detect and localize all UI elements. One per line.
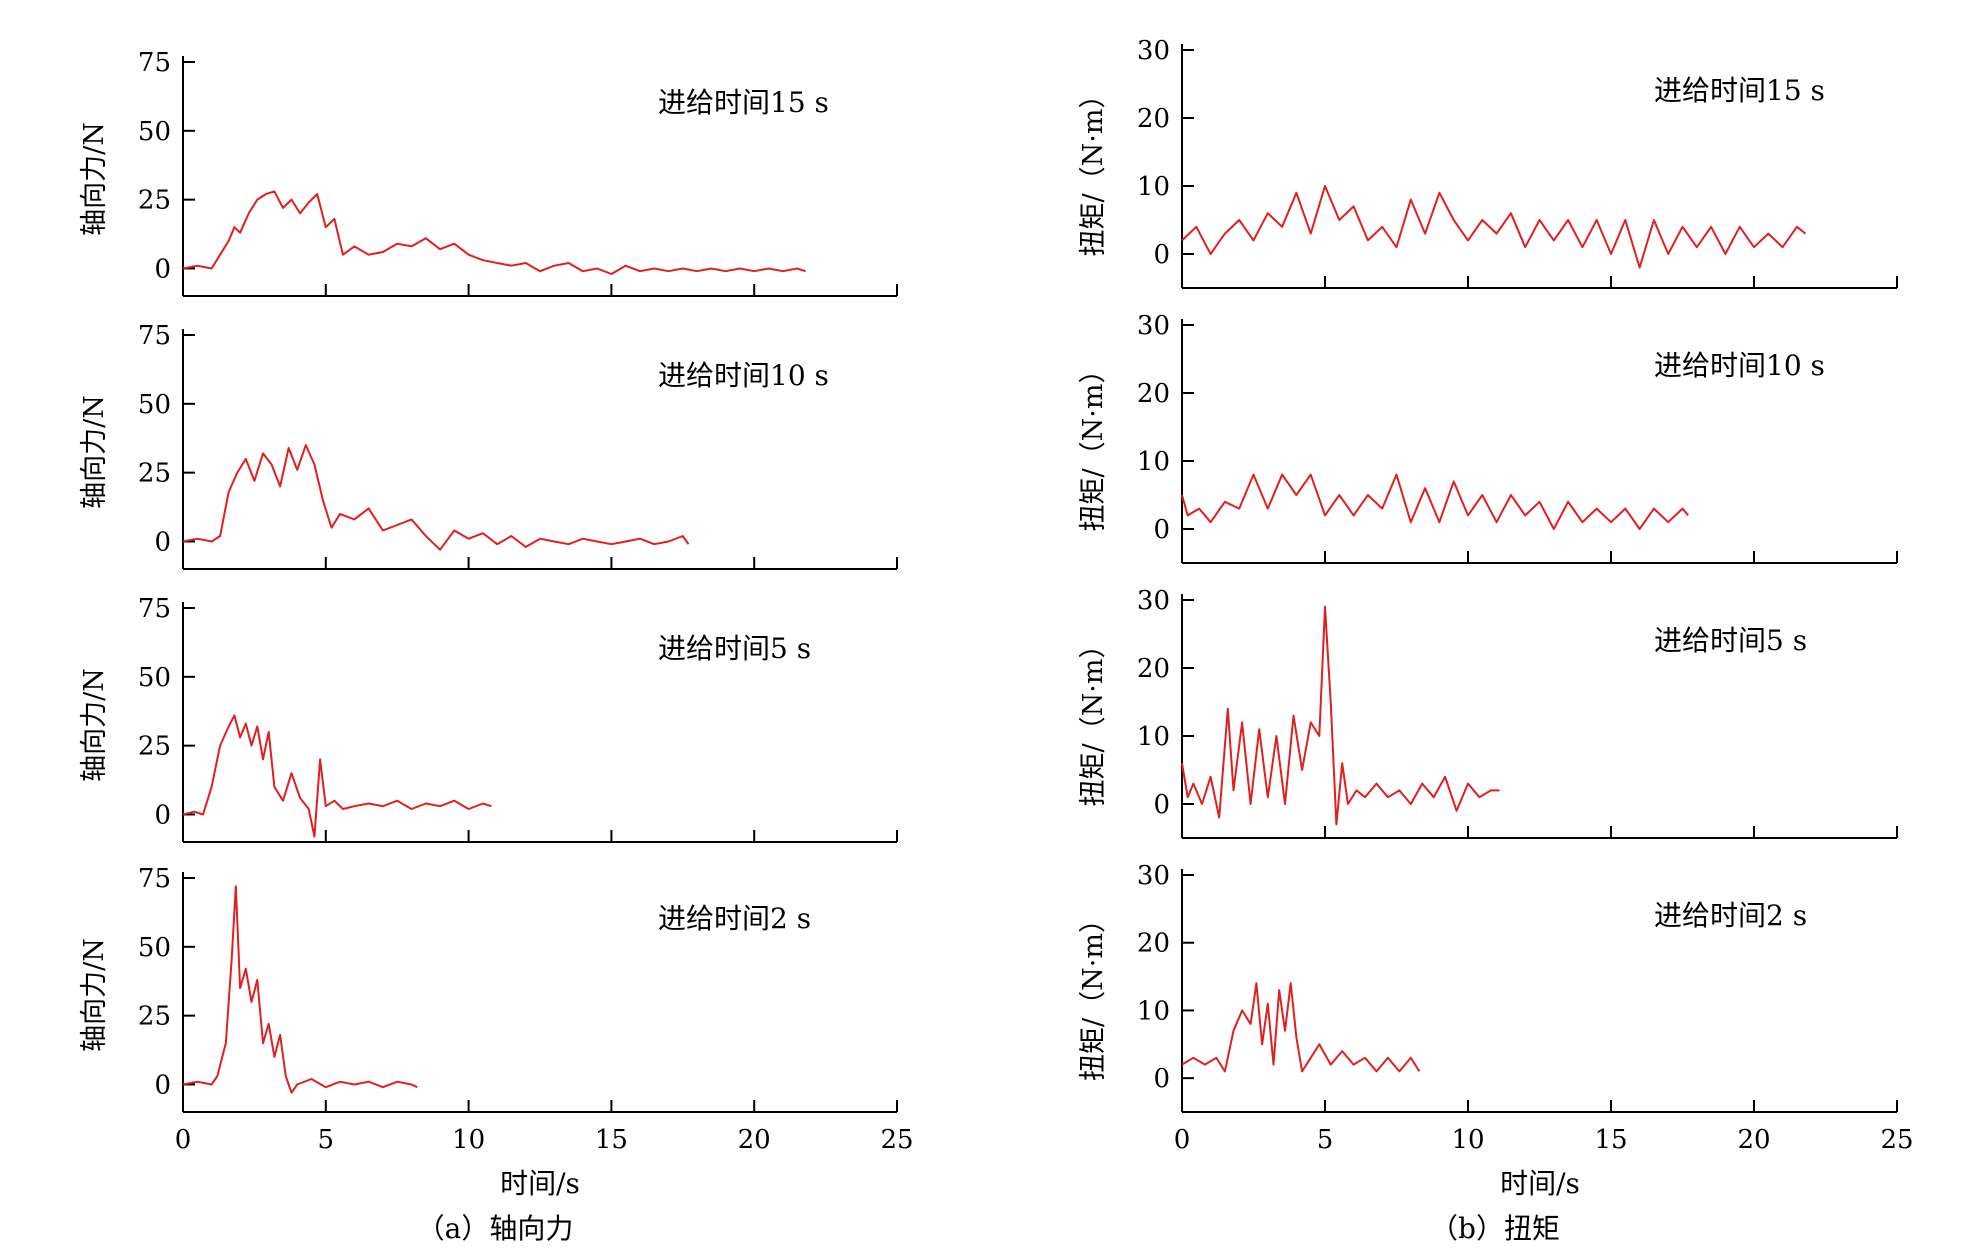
x-tick-label: 0 <box>175 1125 192 1155</box>
series-line <box>182 444 690 551</box>
x-tick-label: 5 <box>318 1125 335 1155</box>
y-tick-label: 10 <box>1137 447 1170 477</box>
y-tick-label: 25 <box>138 459 171 489</box>
feed-time-annotation: 进给时间10 s <box>658 359 829 392</box>
y-tick-label: 50 <box>138 390 171 420</box>
y-tick-label: 30 <box>1137 586 1170 616</box>
x-tick-label: 25 <box>1880 1125 1913 1155</box>
y-tick-label: 75 <box>138 594 171 624</box>
series-line <box>182 714 492 838</box>
y-tick-label: 30 <box>1137 861 1170 891</box>
y-tick-label: 0 <box>1153 515 1170 545</box>
chart-panel-a-2: 0 25 50 75 轴向力/N 进给时间10 s <box>79 321 898 570</box>
chart-panel-b-1: 0 10 20 30 扭矩/（N·m） 进给时间15 s <box>1078 36 1898 289</box>
x-axis-label-right: 时间/s <box>1500 1167 1580 1200</box>
chart-panel-a-1: 0 25 50 75 轴向力/N 进给时间15 s <box>79 48 898 297</box>
y-tick-label: 25 <box>138 732 171 762</box>
y-tick-label: 10 <box>1137 722 1170 752</box>
y-tick-label: 10 <box>1137 996 1170 1026</box>
x-axis-label-left: 时间/s <box>500 1167 580 1200</box>
y-tick-label: 20 <box>1137 929 1170 959</box>
y-tick-label: 0 <box>1153 1064 1170 1094</box>
feed-time-annotation: 进给时间2 s <box>658 902 811 935</box>
x-tick-label: 0 <box>1174 1125 1191 1155</box>
feed-time-annotation: 进给时间2 s <box>1654 899 1807 932</box>
chart-panel-b-3: 0 10 20 30 扭矩/（N·m） 进给时间5 s <box>1078 586 1898 839</box>
y-tick-label: 75 <box>138 321 171 351</box>
caption-b: （b）扭矩 <box>1430 1212 1560 1245</box>
chart-panel-a-3: 0 25 50 75 轴向力/N 进给时间5 s <box>79 594 898 843</box>
x-tick-label: 25 <box>880 1125 913 1155</box>
y-axis-label: 轴向力/N <box>79 395 110 509</box>
y-axis-label: 轴向力/N <box>79 668 110 782</box>
y-axis-label: 轴向力/N <box>79 938 110 1052</box>
y-tick-label: 0 <box>1153 790 1170 820</box>
y-tick-label: 75 <box>138 864 171 894</box>
feed-time-annotation: 进给时间15 s <box>658 86 829 119</box>
series-line <box>182 190 806 275</box>
y-tick-label: 50 <box>138 663 171 693</box>
y-tick-label: 20 <box>1137 104 1170 134</box>
y-tick-label: 50 <box>138 933 171 963</box>
y-axis-label: 扭矩/（N·m） <box>1078 632 1109 807</box>
y-tick-label: 50 <box>138 117 171 147</box>
y-tick-label: 10 <box>1137 172 1170 202</box>
y-tick-label: 25 <box>138 1002 171 1032</box>
series-line <box>1181 982 1421 1073</box>
y-tick-label: 0 <box>154 1070 171 1100</box>
y-tick-label: 25 <box>138 186 171 216</box>
x-tick-label: 20 <box>1737 1125 1770 1155</box>
y-tick-label: 20 <box>1137 379 1170 409</box>
x-tick-label: 20 <box>738 1125 771 1155</box>
y-axis-label: 扭矩/（N·m） <box>1078 906 1109 1081</box>
y-axis-label: 扭矩/（N·m） <box>1078 82 1109 257</box>
y-tick-label: 0 <box>154 800 171 830</box>
feed-time-annotation: 进给时间10 s <box>1654 349 1825 382</box>
feed-time-annotation: 进给时间5 s <box>658 632 811 665</box>
y-axis-label: 轴向力/N <box>79 122 110 236</box>
series-line <box>1181 185 1807 269</box>
y-tick-label: 75 <box>138 48 171 78</box>
y-tick-label: 30 <box>1137 311 1170 341</box>
chart-panel-b-2: 0 10 20 30 扭矩/（N·m） 进给时间10 s <box>1078 311 1898 564</box>
y-axis-label: 扭矩/（N·m） <box>1078 357 1109 532</box>
y-tick-label: 30 <box>1137 36 1170 66</box>
series-line <box>1181 473 1689 530</box>
caption-a: （a）轴向力 <box>417 1212 574 1245</box>
y-tick-label: 0 <box>154 254 171 284</box>
x-tick-label: 10 <box>1451 1125 1484 1155</box>
chart-panel-a-4: 0 25 50 75 0 5 10 15 20 25 轴向力/N 进给时间2 s <box>79 864 914 1155</box>
y-tick-label: 0 <box>1153 240 1170 270</box>
chart-panel-b-4: 0 10 20 30 0 5 10 15 20 25 扭矩/（N·m） 进给时间2 s <box>1078 861 1914 1155</box>
feed-time-annotation: 进给时间15 s <box>1654 74 1825 107</box>
feed-time-annotation: 进给时间5 s <box>1654 624 1807 657</box>
x-tick-label: 10 <box>452 1125 485 1155</box>
y-tick-label: 0 <box>154 527 171 557</box>
x-tick-label: 15 <box>1594 1125 1627 1155</box>
x-tick-label: 15 <box>595 1125 628 1155</box>
x-tick-label: 5 <box>1317 1125 1334 1155</box>
series-line <box>182 885 418 1094</box>
series-line <box>1181 605 1500 826</box>
y-tick-label: 20 <box>1137 654 1170 684</box>
